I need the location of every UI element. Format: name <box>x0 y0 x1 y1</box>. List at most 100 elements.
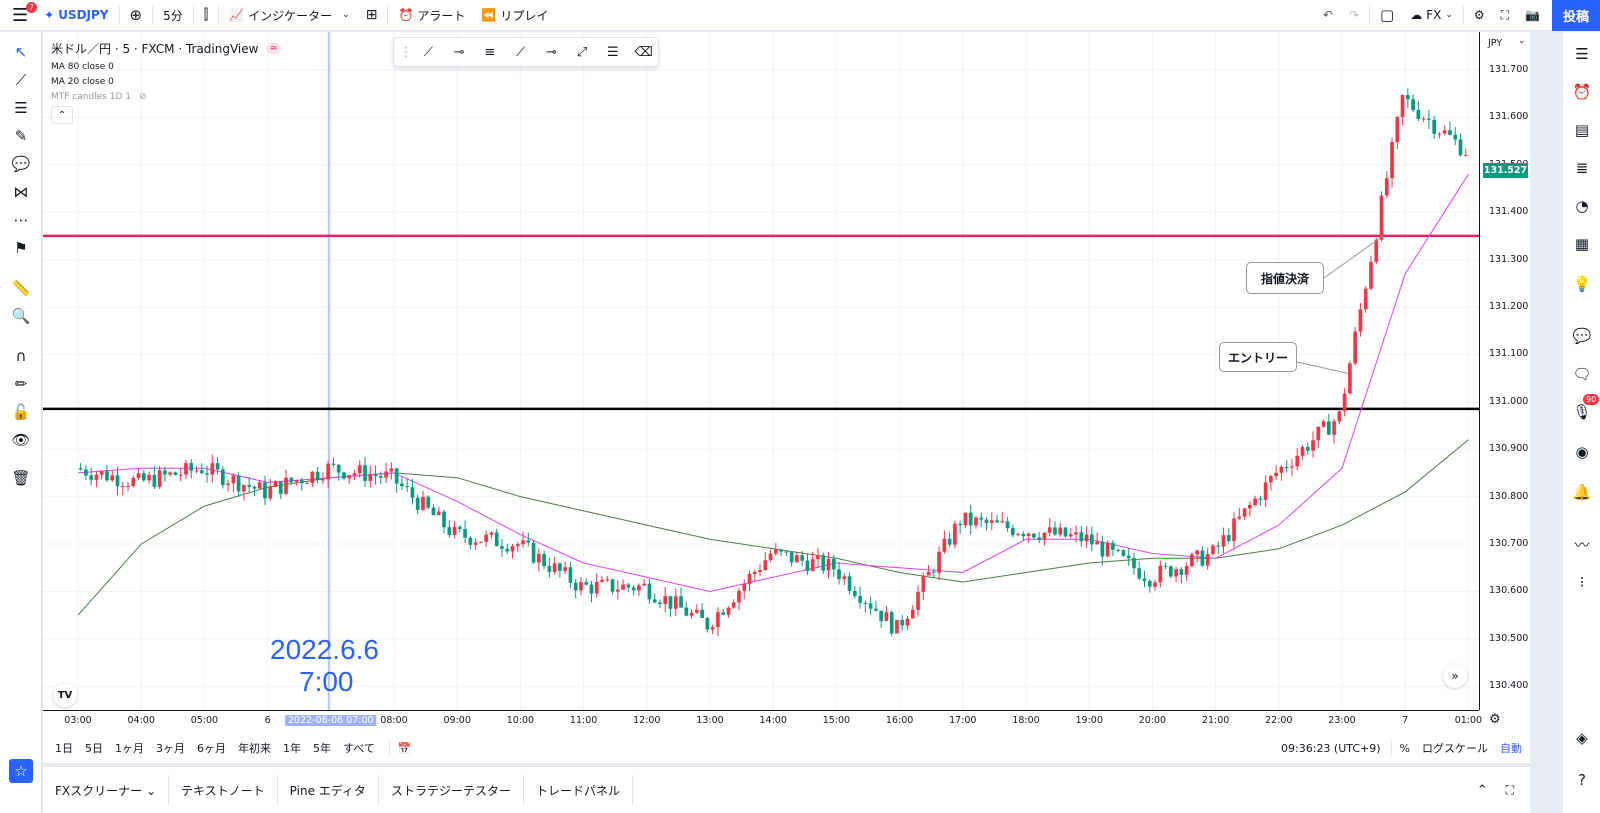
save-layout-button[interactable]: ☁ FX ⌄ <box>1402 0 1461 31</box>
bottom-tab[interactable]: ストラテジーテスター <box>379 775 524 805</box>
fib-channel-icon[interactable]: ☰ <box>607 44 619 60</box>
time-axis[interactable]: 03:00 04:00 05:00 6 2022-06-06 07:00 08:00 09:… <box>43 710 1482 732</box>
range-button[interactable]: すべて <box>343 742 375 755</box>
post-button[interactable]: 投稿 <box>1552 0 1600 31</box>
layout-templates-button[interactable]: ⊞ <box>358 0 386 31</box>
candle-body-down <box>105 471 109 481</box>
chevron-up-icon[interactable]: ⌃ <box>1476 782 1488 798</box>
axis-settings-button[interactable]: ⚙ <box>1489 712 1501 727</box>
range-button[interactable]: 6ヶ月 <box>197 742 226 755</box>
time-tick-label: 13:00 <box>696 715 724 726</box>
range-button[interactable]: 1年 <box>283 742 301 755</box>
reference-lines <box>43 32 1479 710</box>
layers-icon[interactable]: ◈ <box>1576 729 1588 747</box>
ruler-icon[interactable]: 📏 <box>11 279 31 297</box>
compare-button[interactable]: ⊕ <box>122 0 151 31</box>
trash-icon[interactable]: 🗑 <box>11 469 31 487</box>
scroll-to-realtime-button[interactable]: » <box>1443 664 1467 688</box>
snapshot-button[interactable]: 📷 <box>1517 0 1548 31</box>
help-icon[interactable]: ? <box>1578 771 1586 789</box>
hotlists-icon[interactable]: ≣ <box>1575 159 1589 177</box>
replay-button[interactable]: ⏪ リプレイ <box>473 0 556 31</box>
fib-icon[interactable]: ☰ <box>14 99 28 117</box>
drag-handle-icon[interactable]: ⋮ <box>399 44 413 60</box>
range-button[interactable]: 1日 <box>55 742 73 755</box>
bottom-tab[interactable]: テキストノート <box>169 775 278 805</box>
pattern-icon[interactable]: ⋈ <box>13 183 29 201</box>
range-button[interactable]: 5年 <box>313 742 331 755</box>
symbol-search-button[interactable]: ✦ USDJPY <box>36 0 116 31</box>
lock-icon[interactable]: 🔓 <box>11 403 31 421</box>
eye-icon[interactable]: 👁 <box>11 431 31 449</box>
settings-button[interactable]: ⚙ <box>1466 0 1493 31</box>
data-window-icon[interactable]: ▤ <box>1574 121 1590 139</box>
dom-icon[interactable]: ⁝ <box>1579 573 1585 591</box>
brush-icon[interactable]: ✎ <box>14 127 28 145</box>
bottom-tab[interactable]: Pine エディタ <box>278 775 379 805</box>
ma80-legend[interactable]: MA 80 close 0 <box>51 62 114 72</box>
trend-line-icon[interactable]: ⟋ <box>423 44 433 60</box>
prediction-icon[interactable]: ⋯ <box>13 211 29 229</box>
candle-body-up <box>1390 142 1394 179</box>
entry-callout[interactable]: エントリー <box>1219 342 1297 372</box>
trend-line-icon[interactable]: ⟋ <box>15 71 27 89</box>
main-menu-button[interactable]: ☰ 7 <box>0 0 38 31</box>
percent-toggle[interactable]: % <box>1399 741 1410 755</box>
lock-pencil-icon[interactable]: ✏ <box>14 375 28 393</box>
parallel-lines-icon[interactable]: ≡ <box>484 44 496 60</box>
range-button[interactable]: 5日 <box>85 742 103 755</box>
range-button[interactable]: 1ヶ月 <box>115 742 144 755</box>
cursor-icon[interactable]: ↖ <box>14 43 28 61</box>
log-scale-toggle[interactable]: ログスケール <box>1422 742 1488 755</box>
collapse-legend-button[interactable]: ⌃ <box>51 106 73 124</box>
ma20-legend[interactable]: MA 20 close 0 <box>51 77 114 87</box>
trend-icon[interactable]: 〰 <box>1574 535 1590 554</box>
broadcast-icon[interactable]: ◉ <box>1575 443 1589 461</box>
mtf-legend[interactable]: MTF candles 1D 1 ⊘ <box>51 92 281 102</box>
currency-label[interactable]: JPY <box>1488 38 1503 49</box>
calendar-events-icon[interactable]: ◔ <box>1575 197 1589 215</box>
ideas-icon[interactable]: 💡 <box>1572 275 1592 293</box>
clock-label[interactable]: 09:36:23 (UTC+9) <box>1281 741 1381 755</box>
notifications-bell-icon[interactable]: 🔔 <box>1572 483 1592 501</box>
maximize-icon[interactable]: ⛶ <box>1505 782 1514 797</box>
zoom-in-icon[interactable]: 🔍 <box>11 307 31 325</box>
eraser-icon[interactable]: ⌫ <box>634 44 653 60</box>
undo-button[interactable]: ↶ <box>1315 0 1341 31</box>
tradingview-logo[interactable]: TV <box>53 683 77 707</box>
horizontal-ray-icon[interactable]: ⊸ <box>453 44 465 60</box>
chart-pane[interactable]: 米ドル／円 · 5 · FXCM · TradingView ≈ MA 80 c… <box>43 32 1530 763</box>
exit-callout[interactable]: 指値決済 <box>1246 262 1324 294</box>
favorites-star-icon[interactable]: ☆ <box>9 759 33 783</box>
calendar-icon[interactable]: ▦ <box>1574 235 1590 253</box>
range-button[interactable]: 年初来 <box>238 742 271 755</box>
goto-date-icon[interactable]: 📅 <box>397 741 412 755</box>
magnet-icon[interactable]: ∩ <box>15 347 27 365</box>
bottom-tab[interactable]: FXスクリーナー ⌄ <box>43 775 169 805</box>
text-note-icon[interactable]: 💬 <box>11 155 31 173</box>
interval-button[interactable]: 5分 <box>155 0 191 31</box>
extended-line-icon[interactable]: ⤢ <box>576 44 588 60</box>
redo-button[interactable]: ↷ <box>1341 0 1367 31</box>
flag-icon[interactable]: ⚑ <box>14 239 28 257</box>
messages-icon[interactable]: 🗨 <box>1572 365 1592 383</box>
chats-icon[interactable]: 💬 <box>1572 327 1592 345</box>
bottom-tab[interactable]: トレードパネル <box>524 775 633 805</box>
alerts-icon[interactable]: ⏰ <box>1572 83 1592 101</box>
price-chart[interactable] <box>43 32 1530 763</box>
ray-icon[interactable]: ⟋ <box>516 44 526 60</box>
candle-body-down <box>679 596 683 608</box>
layout-button[interactable]: ▢ <box>1372 0 1402 31</box>
chart-type-button[interactable]: ⫿ <box>196 0 216 31</box>
auto-scale-toggle[interactable]: 自動 <box>1500 742 1522 755</box>
horizontal-line-icon[interactable]: ⊸ <box>545 44 557 60</box>
alarm-clock-icon: ⏰ <box>398 8 414 22</box>
indicators-button[interactable]: 📈 インジケーター ⌄ <box>221 0 358 31</box>
range-button[interactable]: 3ヶ月 <box>156 742 185 755</box>
exit-callout-connector <box>1323 235 1384 279</box>
streams-icon[interactable]: 🎙 90 <box>1570 394 1600 424</box>
fullscreen-button[interactable]: ⛶ <box>1493 0 1517 31</box>
watchlist-icon[interactable]: ☰ <box>1575 45 1589 63</box>
alert-button[interactable]: ⏰ アラート <box>390 0 473 31</box>
price-axis[interactable]: JPY ⌄ 131.700131.600131.500131.400131.30… <box>1479 32 1530 710</box>
